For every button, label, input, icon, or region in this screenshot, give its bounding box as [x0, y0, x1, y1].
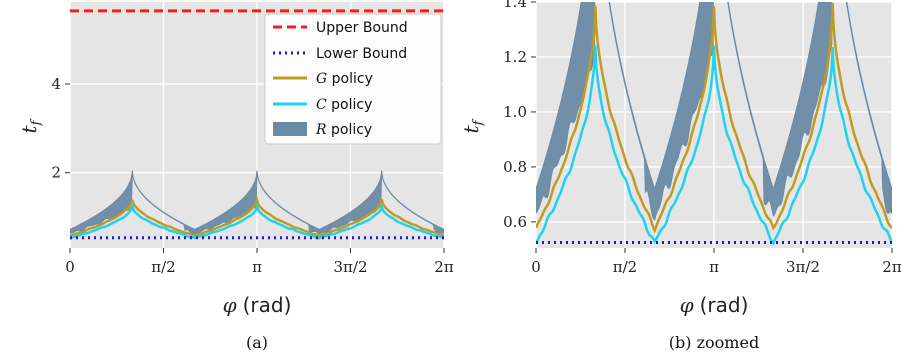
legend: Upper Bound Lower Bound G policy C polic… [264, 13, 442, 145]
x-tick-label: 3π/2 [334, 258, 368, 276]
panel-b-x-ticks: 0 π/2 π 3π/2 2π [531, 248, 902, 276]
panel-b-x-label: φ (rad) [680, 293, 749, 317]
y-tick-label: 2 [51, 164, 61, 182]
g-policy-line [536, 3, 892, 234]
y-tick-label: 4 [51, 75, 61, 93]
x-tick-label: 0 [531, 258, 541, 276]
panel-a-x-label: φ (rad) [223, 293, 292, 317]
panel-a-series [70, 9, 444, 240]
panel-b: 0 π/2 π 3π/2 2π 0.6 0.8 1.0 1.2 1.4 φ (rad) tf (b… [459, 0, 902, 352]
legend-r-policy-label: R policy [315, 122, 372, 138]
panel-b-y-ticks: 0.6 0.8 1.0 1.2 1.4 [503, 0, 536, 231]
panel-b-caption: (b) zoomed [669, 333, 759, 352]
legend-upper-bound-label: Upper Bound [316, 20, 408, 36]
legend-lower-bound-label: Lower Bound [316, 46, 407, 62]
x-tick-label: π [709, 258, 719, 276]
y-tick-label: 0.8 [503, 158, 527, 176]
y-tick-label: 0.6 [503, 213, 527, 231]
x-tick-label: 3π/2 [786, 258, 820, 276]
x-tick-label: 0 [65, 258, 75, 276]
r-policy-band [536, 2, 892, 221]
panel-a: 0 π/2 π 3π/2 2π 24 φ (rad) tf (a) Upper Bound… [17, 2, 454, 352]
c-policy-line [70, 201, 444, 240]
panel-b-y-label: tf [459, 118, 486, 133]
panel-a-caption: (a) [246, 333, 268, 352]
panel-a-y-ticks: 24 [51, 75, 70, 182]
panel-a-y-label: tf [17, 118, 44, 133]
c-policy-line [536, 45, 892, 246]
x-tick-label: π/2 [151, 258, 175, 276]
y-tick-label: 1.4 [503, 0, 527, 11]
panel-b-series [536, 2, 892, 246]
r-policy-band [70, 170, 444, 235]
panel-a-x-ticks: 0 π/2 π 3π/2 2π [65, 248, 454, 276]
legend-box [264, 13, 442, 145]
x-tick-label: 2π [434, 258, 454, 276]
legend-r-policy-swatch [273, 122, 307, 136]
legend-c-policy-label: C policy [316, 97, 372, 113]
g-policy-line [70, 194, 444, 238]
legend-g-policy-label: G policy [316, 71, 373, 87]
y-tick-label: 1.0 [503, 103, 527, 121]
y-tick-label: 1.2 [503, 48, 527, 66]
x-tick-label: π/2 [613, 258, 637, 276]
x-tick-label: π [252, 258, 262, 276]
x-tick-label: 2π [882, 258, 902, 276]
